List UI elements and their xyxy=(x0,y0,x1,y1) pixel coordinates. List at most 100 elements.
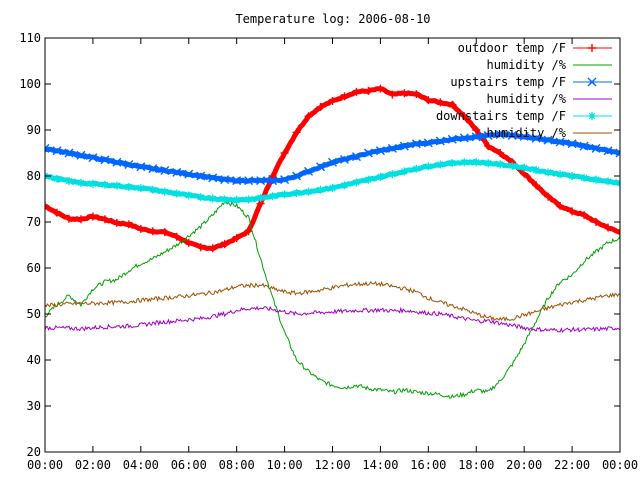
series-point xyxy=(136,224,145,233)
series-point xyxy=(375,146,385,156)
series-point xyxy=(256,176,266,186)
series-point xyxy=(184,169,194,179)
series-0 xyxy=(45,84,620,253)
series-point xyxy=(232,176,242,186)
y-tick-label: 20 xyxy=(27,445,41,459)
series-point xyxy=(172,232,181,241)
series-point xyxy=(148,227,157,236)
series-point xyxy=(519,131,529,141)
series-point xyxy=(316,185,325,194)
x-tick-label: 12:00 xyxy=(314,458,350,472)
series-point xyxy=(45,143,50,153)
series-layer xyxy=(45,84,620,400)
legend-label: downstairs temp /F xyxy=(436,109,566,123)
series-point xyxy=(591,143,601,153)
series-point xyxy=(364,86,373,95)
series-point xyxy=(244,176,254,186)
series-point xyxy=(411,139,421,149)
series-point xyxy=(339,154,349,164)
x-tick-label: 20:00 xyxy=(506,458,542,472)
legend-label: humidity /% xyxy=(487,92,567,106)
series-point xyxy=(124,220,133,229)
legend-label: outdoor temp /F xyxy=(458,41,566,55)
series-2 xyxy=(45,130,620,186)
legend-label: humidity /% xyxy=(487,126,567,140)
series-point xyxy=(112,157,122,167)
x-tick-label: 06:00 xyxy=(171,458,207,472)
series-point xyxy=(448,100,457,109)
series-point xyxy=(124,160,134,169)
y-tick-label: 40 xyxy=(27,353,41,367)
y-tick-label: 60 xyxy=(27,261,41,275)
series-point xyxy=(387,143,397,153)
series-point xyxy=(580,211,589,220)
series-point xyxy=(64,214,73,223)
series-point xyxy=(364,175,373,184)
series-point xyxy=(328,157,337,167)
series-point xyxy=(556,170,565,179)
series-point xyxy=(615,148,620,158)
y-tick-label: 30 xyxy=(27,399,41,413)
series-point xyxy=(196,171,206,181)
y-tick-label: 100 xyxy=(19,77,41,91)
series-point xyxy=(351,152,361,162)
series-point xyxy=(568,207,577,216)
series-point xyxy=(304,112,313,121)
series-point xyxy=(172,167,182,177)
series-point xyxy=(112,181,121,190)
series-point xyxy=(52,208,61,217)
series-point xyxy=(45,201,49,210)
series-point xyxy=(603,146,613,156)
series-point xyxy=(424,96,433,105)
series-point xyxy=(136,162,146,172)
series-point xyxy=(352,87,361,96)
series-point xyxy=(496,149,505,157)
series-point xyxy=(447,134,457,144)
x-tick-label: 00:00 xyxy=(27,458,63,472)
series-point xyxy=(616,228,620,237)
series-point xyxy=(352,178,361,187)
series-point xyxy=(568,172,577,180)
series-point xyxy=(376,84,385,93)
series-point xyxy=(592,218,601,226)
x-tick-label: 08:00 xyxy=(219,458,255,472)
series-point xyxy=(484,142,493,151)
series-line xyxy=(45,280,620,322)
series-point xyxy=(64,148,74,158)
series-point xyxy=(588,44,596,52)
series-point xyxy=(328,97,337,106)
series-point xyxy=(435,136,445,146)
series-point xyxy=(436,98,445,107)
series-point xyxy=(531,133,541,143)
series-point xyxy=(376,172,385,181)
x-tick-label: 00:00 xyxy=(602,458,638,472)
series-point xyxy=(472,158,481,167)
y-tick-label: 110 xyxy=(19,31,41,45)
series-point xyxy=(220,175,230,185)
x-tick-label: 16:00 xyxy=(410,458,446,472)
series-point xyxy=(244,195,253,204)
series-point xyxy=(280,149,289,157)
series-point xyxy=(532,166,541,175)
x-tick-label: 10:00 xyxy=(267,458,303,472)
series-point xyxy=(196,243,205,252)
series-point xyxy=(556,201,565,210)
series-point xyxy=(244,227,253,236)
series-point xyxy=(196,193,205,202)
series-point xyxy=(52,174,61,183)
series-point xyxy=(88,212,97,221)
series-point xyxy=(124,183,133,192)
series-point xyxy=(316,162,326,172)
series-point xyxy=(220,195,229,204)
series-point xyxy=(316,103,325,111)
series-point xyxy=(587,77,597,87)
series-point xyxy=(423,138,433,148)
series-point xyxy=(520,163,529,172)
series-point xyxy=(472,126,481,134)
series-point xyxy=(304,166,314,176)
series-point xyxy=(292,171,302,181)
series-point xyxy=(184,191,193,200)
series-point xyxy=(112,218,121,227)
series-point xyxy=(484,159,493,168)
